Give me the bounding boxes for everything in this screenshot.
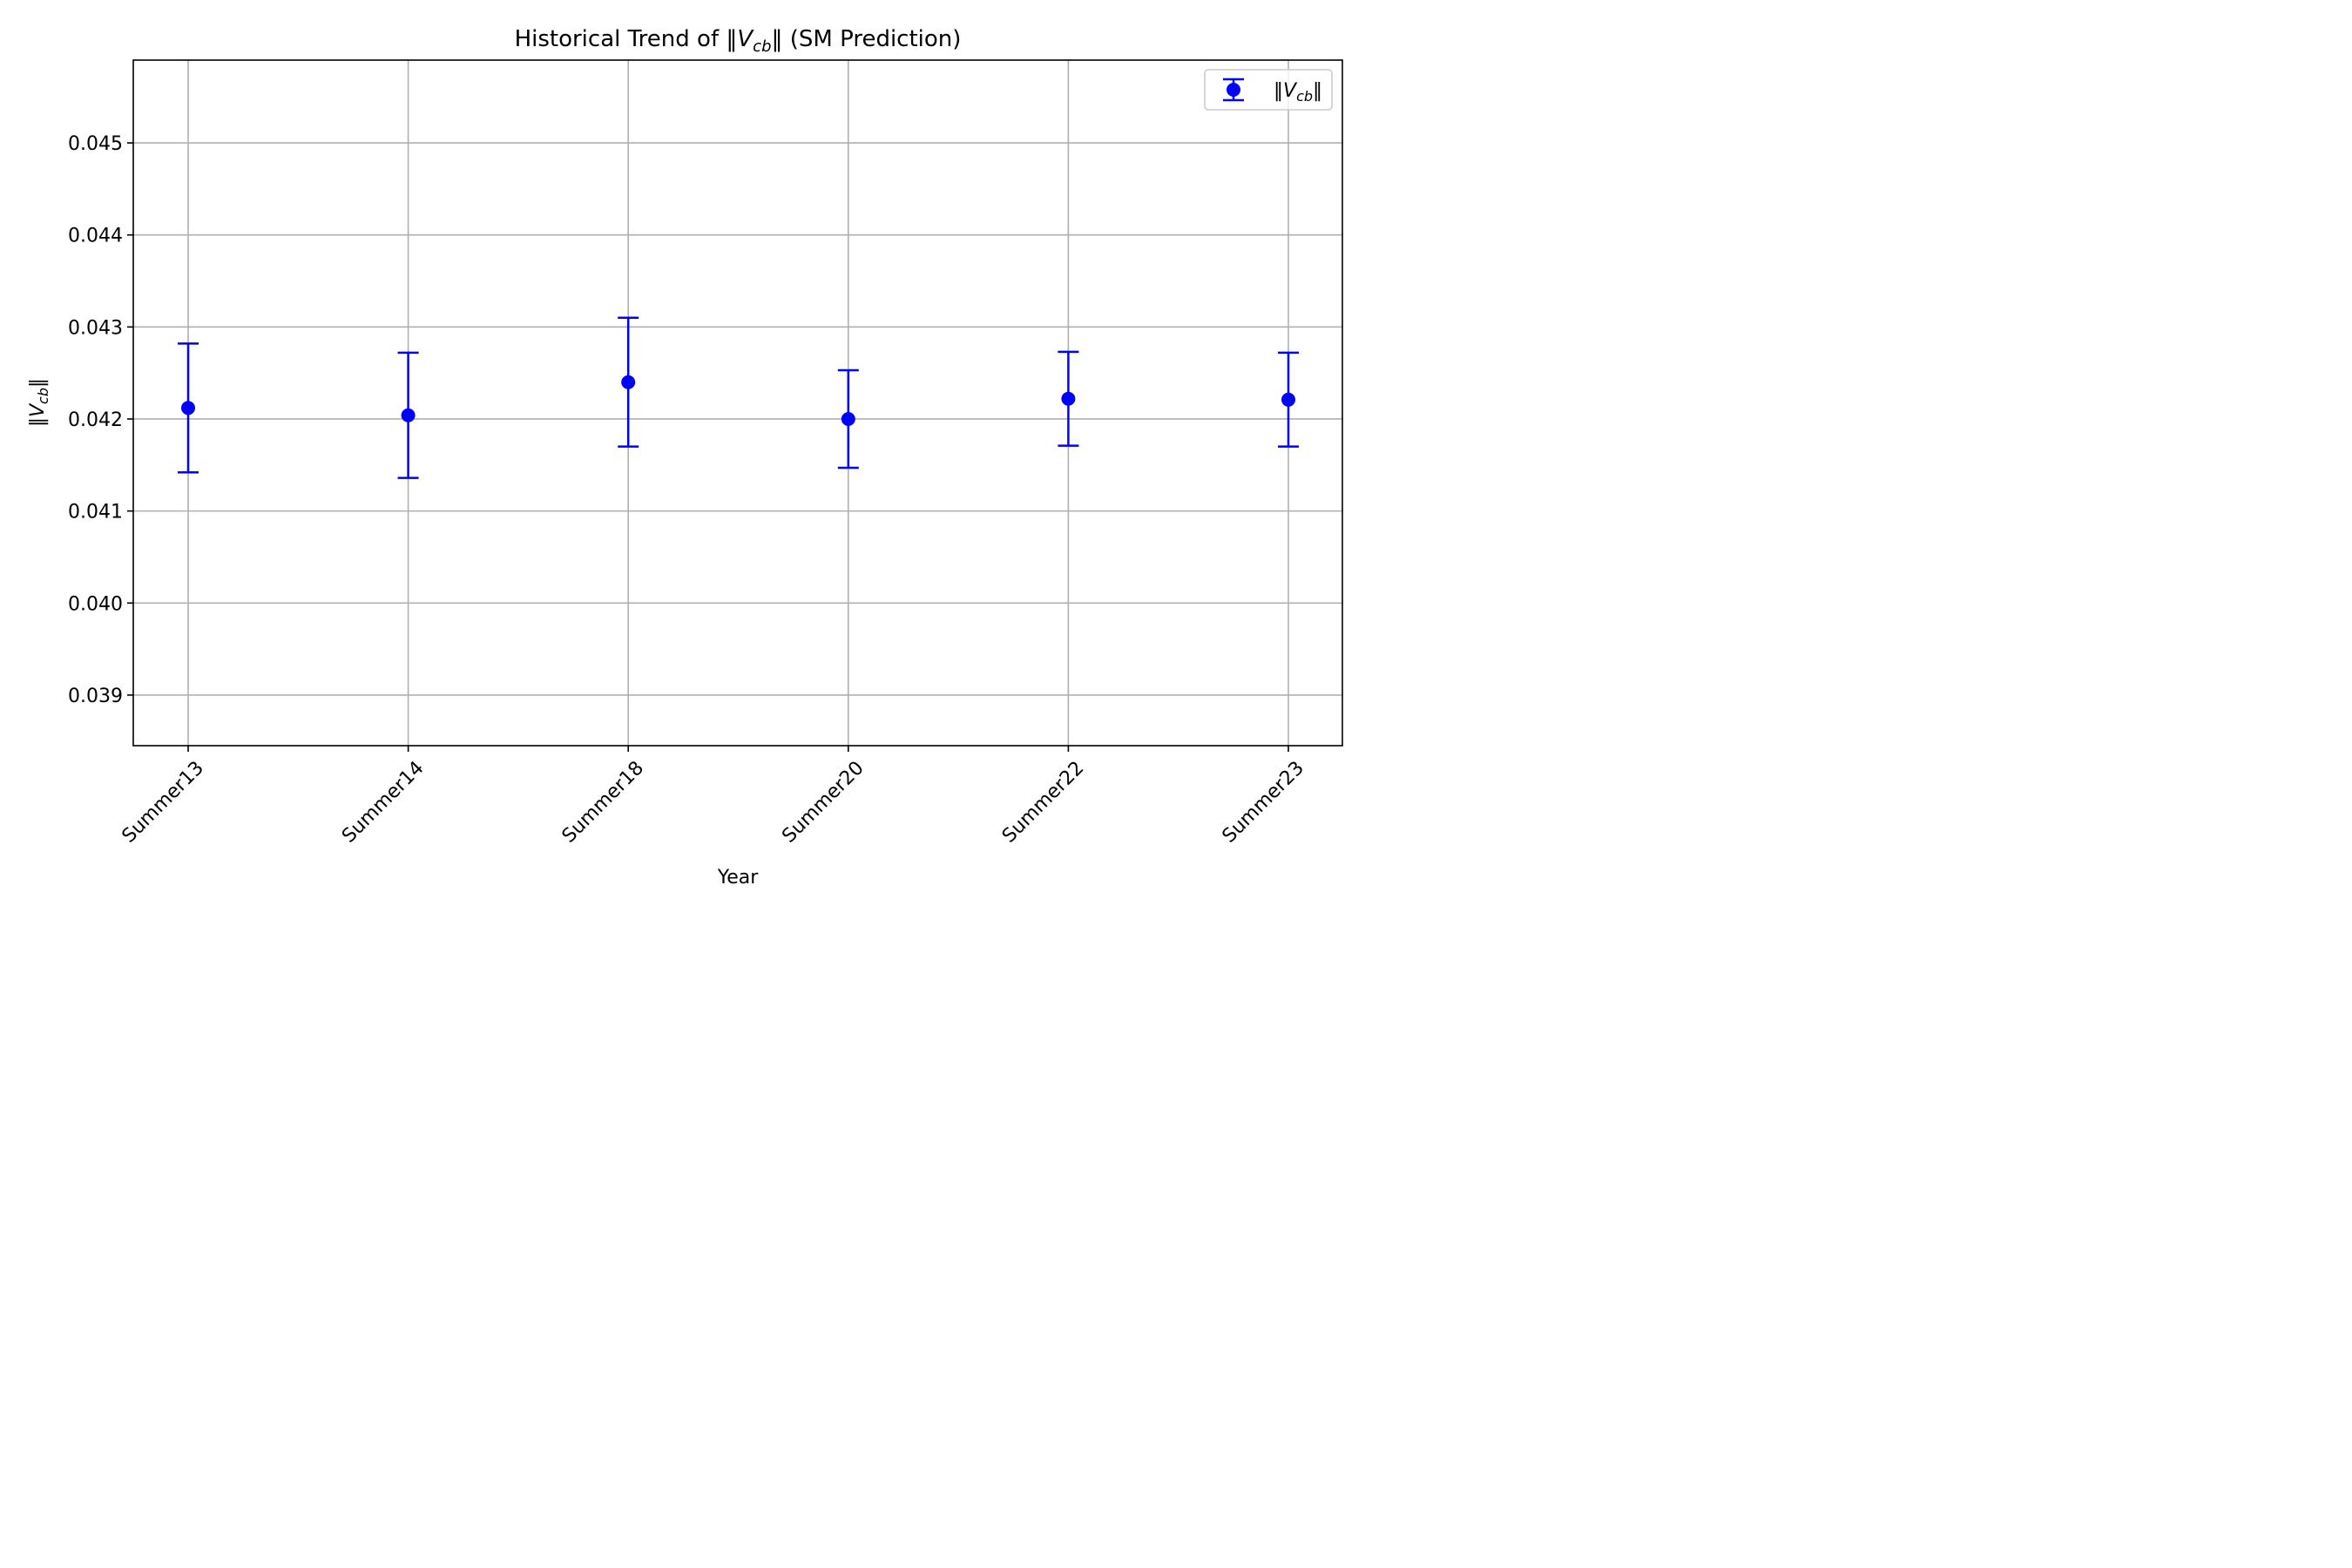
x-tick-label: Summer20 xyxy=(778,757,868,847)
y-axis: 0.039 0.040 0.041 0.042 0.043 0.044 0.045 xyxy=(68,133,133,707)
chart-title: Historical Trend of ‖Vcb‖ (SM Prediction… xyxy=(515,26,962,56)
y-tick-label: 0.043 xyxy=(68,317,123,339)
y-tick-label: 0.039 xyxy=(68,686,123,707)
y-tick-label: 0.044 xyxy=(68,226,123,247)
x-axis-label: Year xyxy=(717,867,760,889)
y-tick-label: 0.041 xyxy=(68,502,123,524)
grid xyxy=(133,60,1342,746)
series-layer xyxy=(178,316,1299,479)
legend-entry-label: ‖Vcb‖ xyxy=(1274,80,1322,105)
x-tick-label: Summer23 xyxy=(1219,757,1308,847)
y-tick-label: 0.040 xyxy=(68,593,123,615)
plot-area-frame xyxy=(132,59,1343,747)
x-axis: Summer13 Summer14 Summer18 Summer20 Summer22… xyxy=(118,746,1308,848)
y-axis-label: ‖Vcb‖ xyxy=(27,378,51,427)
data-point xyxy=(841,411,855,426)
data-point xyxy=(621,375,636,389)
y-tick-label: 0.042 xyxy=(68,409,123,431)
legend-marker xyxy=(1227,83,1240,97)
x-tick-label: Summer18 xyxy=(558,757,648,847)
x-tick-label: Summer22 xyxy=(998,757,1088,847)
data-point xyxy=(1281,392,1295,407)
chart: 0.039 0.040 0.041 0.042 0.043 0.044 0.045 Summ… xyxy=(27,26,1343,889)
data-point xyxy=(401,408,416,422)
x-tick-label: Summer14 xyxy=(338,757,428,847)
legend: ‖Vcb‖ xyxy=(1204,69,1333,111)
y-tick-label: 0.045 xyxy=(68,133,123,155)
x-tick-label: Summer13 xyxy=(118,757,208,847)
data-point xyxy=(181,401,195,416)
data-point xyxy=(1061,391,1076,406)
